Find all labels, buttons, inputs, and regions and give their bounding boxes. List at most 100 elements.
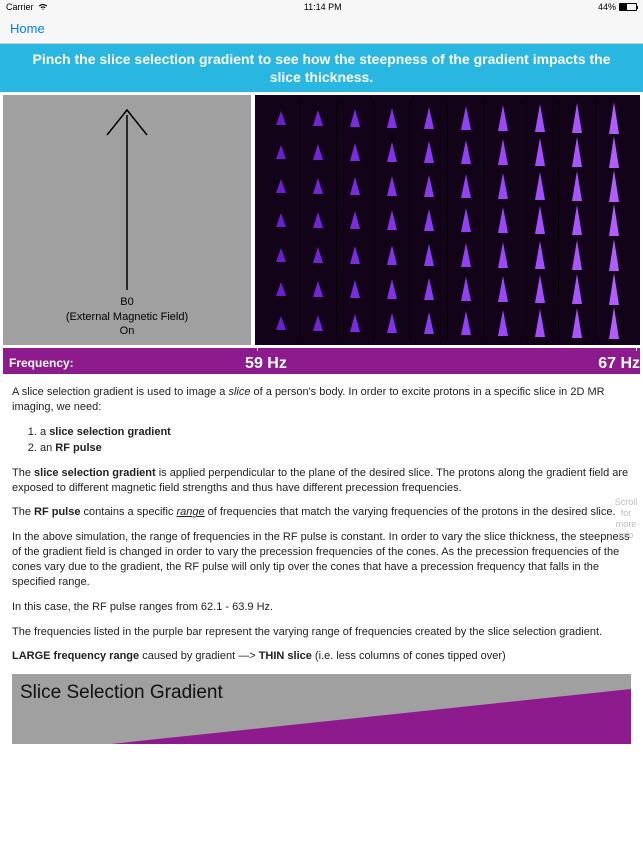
b0-panel: B0 (External Magnetic Field) On (3, 95, 251, 345)
frequency-bar: Frequency: 59 Hz 67 Hz (3, 348, 640, 374)
cone-icon (387, 142, 397, 162)
cone-icon (387, 313, 397, 333)
cone-column (299, 100, 336, 340)
b0-label: B0 (External Magnetic Field) On (66, 295, 188, 338)
frequency-low: 59 Hz (245, 355, 287, 373)
cone-column (336, 100, 373, 340)
cone-icon (572, 308, 582, 338)
cone-icon (350, 177, 360, 195)
cone-icon (461, 277, 471, 301)
cone-icon (387, 245, 397, 265)
cone-icon (609, 204, 619, 236)
freq-tick-right (636, 345, 637, 351)
cone-icon (424, 209, 434, 231)
cone-icon (609, 170, 619, 202)
cone-icon (387, 176, 397, 196)
para-1: A slice selection gradient is used to im… (12, 385, 631, 415)
requirements-list: a slice selection gradient an RF pulse (40, 425, 631, 456)
battery-pct: 44% (598, 2, 616, 12)
para-5: In this case, the RF pulse ranges from 6… (12, 600, 631, 615)
cone-icon (313, 110, 323, 126)
cone-icon (535, 241, 545, 269)
cone-column (521, 100, 558, 340)
para-7: LARGE frequency range caused by gradient… (12, 649, 631, 664)
cone-column (484, 100, 521, 340)
wifi-icon (38, 3, 48, 11)
cone-icon (572, 240, 582, 270)
gradient-triangle (111, 689, 631, 744)
cone-icon (461, 243, 471, 267)
cone-icon (461, 311, 471, 335)
cone-icon (424, 312, 434, 334)
cone-icon (424, 244, 434, 266)
cone-icon (609, 307, 619, 339)
battery-icon (619, 3, 637, 11)
content-area: Pinch the slice selection gradient to se… (0, 44, 643, 858)
cone-icon (498, 276, 508, 302)
cone-icon (498, 139, 508, 165)
cone-icon (276, 179, 286, 193)
cone-icon (387, 279, 397, 299)
cone-icon (350, 109, 360, 127)
cone-icon (498, 310, 508, 336)
frequency-high: 67 Hz (598, 355, 640, 373)
cone-icon (572, 171, 582, 201)
cone-icon (424, 107, 434, 129)
cone-icon (535, 309, 545, 337)
cone-icon (498, 242, 508, 268)
para-2: The slice selection gradient is applied … (12, 466, 631, 496)
cone-icon (535, 138, 545, 166)
cone-icon (313, 281, 323, 297)
cone-icon (313, 212, 323, 228)
cone-icon (609, 136, 619, 168)
freq-tick-left (257, 345, 258, 351)
cone-column (595, 100, 632, 340)
cone-icon (350, 314, 360, 332)
list-item: a slice selection gradient (40, 425, 631, 440)
cone-icon (350, 246, 360, 264)
cone-icon (572, 103, 582, 133)
cone-icon (350, 211, 360, 229)
cone-icon (276, 316, 286, 330)
cone-icon (276, 248, 286, 262)
cone-icon (535, 104, 545, 132)
gradient-panel[interactable]: Slice Selection Gradient (12, 674, 631, 744)
b0-line1: B0 (66, 295, 188, 309)
cone-column (373, 100, 410, 340)
cone-icon (572, 274, 582, 304)
cones-panel[interactable] (255, 95, 640, 345)
scroll-hint: Scrollformoreinfo (611, 497, 641, 540)
cone-icon (350, 280, 360, 298)
cone-icon (535, 172, 545, 200)
cone-icon (424, 141, 434, 163)
cone-icon (461, 174, 471, 198)
cone-icon (498, 105, 508, 131)
cone-icon (609, 102, 619, 134)
cone-column (263, 100, 299, 340)
nav-bar: Home (0, 14, 643, 44)
cone-icon (387, 108, 397, 128)
cone-icon (276, 111, 286, 125)
carrier-label: Carrier (6, 2, 34, 12)
b0-arrow (97, 105, 157, 295)
cone-column (558, 100, 595, 340)
home-button[interactable]: Home (10, 21, 45, 36)
cone-icon (609, 273, 619, 305)
cone-icon (313, 315, 323, 331)
list-item: an RF pulse (40, 441, 631, 456)
cone-column (410, 100, 447, 340)
instruction-banner: Pinch the slice selection gradient to se… (0, 44, 643, 92)
cone-icon (350, 143, 360, 161)
cone-icon (313, 144, 323, 160)
cone-icon (461, 208, 471, 232)
cone-icon (498, 173, 508, 199)
status-bar: Carrier 11:14 PM 44% (0, 0, 643, 14)
status-time: 11:14 PM (304, 2, 342, 12)
cone-icon (461, 140, 471, 164)
cone-icon (276, 213, 286, 227)
para-6: The frequencies listed in the purple bar… (12, 625, 631, 640)
cone-icon (387, 210, 397, 230)
body-text: A slice selection gradient is used to im… (0, 377, 643, 752)
b0-line3: On (66, 324, 188, 338)
cone-icon (609, 239, 619, 271)
